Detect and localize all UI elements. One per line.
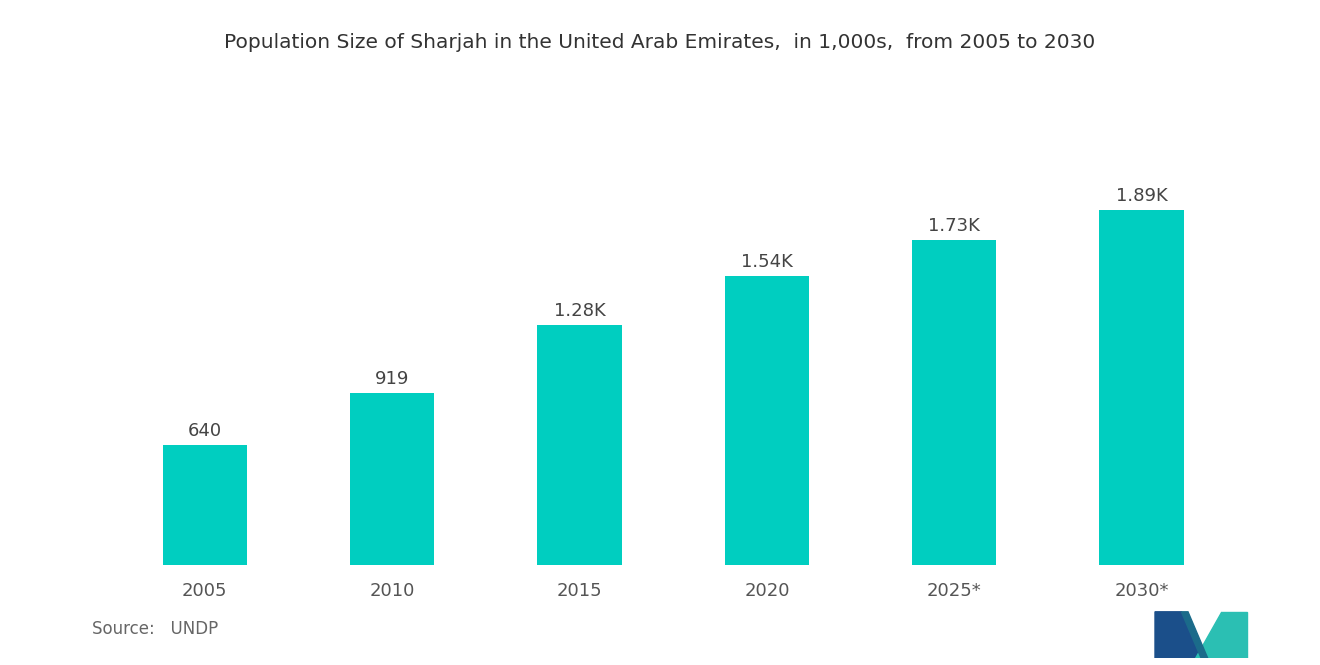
Bar — [912, 240, 997, 565]
Polygon shape — [1155, 612, 1208, 658]
Bar — [1100, 210, 1184, 565]
Bar — [162, 445, 247, 565]
Text: 1.89K: 1.89K — [1115, 188, 1167, 205]
Text: Source:   UNDP: Source: UNDP — [92, 620, 219, 638]
Bar — [350, 392, 434, 565]
Text: Population Size of Sharjah in the United Arab Emirates,  in 1,000s,  from 2005 t: Population Size of Sharjah in the United… — [224, 33, 1096, 53]
Polygon shape — [1195, 612, 1247, 658]
Polygon shape — [1181, 612, 1208, 658]
Text: 1.54K: 1.54K — [741, 253, 793, 271]
Bar — [537, 325, 622, 565]
Text: 1.28K: 1.28K — [553, 302, 606, 320]
Text: 919: 919 — [375, 370, 409, 388]
Text: 640: 640 — [187, 422, 222, 440]
Text: 1.73K: 1.73K — [928, 217, 981, 235]
Bar — [725, 276, 809, 565]
